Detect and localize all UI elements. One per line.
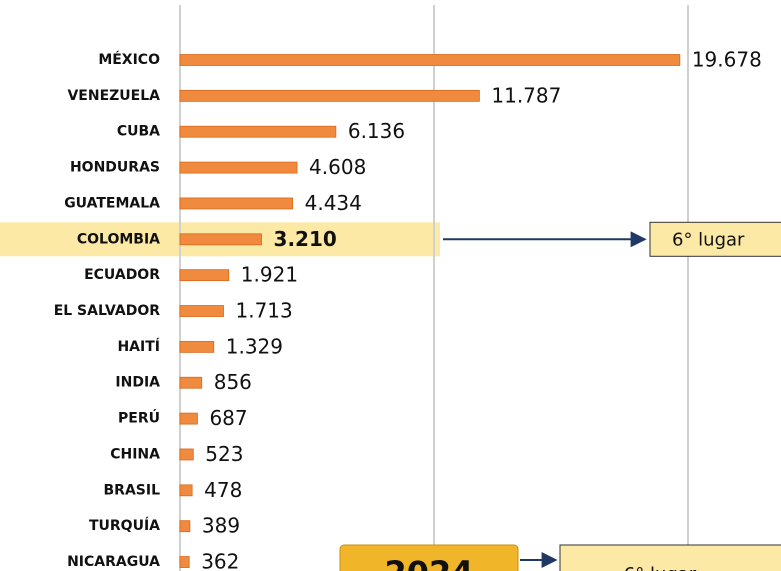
bar	[179, 520, 191, 533]
value-label: 1.329	[226, 334, 283, 358]
category-label: HONDURAS	[70, 160, 160, 176]
annotation-text: 6° lugar	[624, 564, 697, 571]
year-box	[339, 544, 519, 571]
bar	[179, 54, 681, 66]
annotation-box	[559, 544, 781, 571]
value-label: 523	[205, 442, 243, 466]
bar	[179, 376, 203, 389]
bar	[179, 556, 190, 568]
category-label: TURQUÍA	[89, 517, 160, 534]
bar	[179, 125, 337, 138]
value-label: 389	[202, 514, 240, 538]
year-text: 2024	[384, 554, 473, 571]
category-label: GUATEMALA	[64, 195, 160, 211]
bar	[179, 448, 194, 461]
value-label: 4.608	[309, 155, 366, 179]
category-label: HAITÍ	[117, 338, 160, 355]
value-label: 362	[201, 550, 239, 571]
bar	[179, 305, 224, 317]
category-label: VENEZUELA	[67, 88, 160, 104]
category-label: CHINA	[110, 446, 160, 462]
annotation-box	[649, 221, 781, 257]
category-label: EL SALVADOR	[54, 303, 161, 319]
value-label: 1.921	[241, 263, 298, 287]
category-label: NICARAGUA	[67, 554, 160, 570]
bar	[179, 484, 193, 497]
category-label: PERÚ	[118, 409, 160, 427]
value-label: 11.787	[491, 83, 561, 107]
value-label: 687	[209, 406, 247, 430]
bar	[179, 412, 198, 425]
value-label: 1.713	[236, 299, 293, 323]
bar	[179, 197, 294, 210]
bar	[179, 161, 298, 174]
category-label: BRASIL	[104, 482, 161, 498]
value-label: 478	[204, 478, 242, 502]
category-label: MÉXICO	[98, 51, 160, 68]
category-label: ECUADOR	[84, 267, 160, 283]
bar	[179, 269, 230, 282]
value-label: 19.678	[692, 48, 762, 72]
category-label: COLOMBIA	[77, 231, 160, 247]
value-label: 856	[214, 370, 252, 394]
category-label: INDIA	[115, 375, 160, 391]
bar	[179, 89, 480, 102]
annotation-text: 6° lugar	[672, 229, 745, 250]
value-label: 4.434	[305, 191, 362, 215]
value-label: 3.210	[274, 227, 337, 251]
category-label: CUBA	[117, 124, 160, 140]
bar	[179, 233, 262, 246]
bar	[179, 340, 215, 353]
value-label: 6.136	[348, 119, 405, 143]
